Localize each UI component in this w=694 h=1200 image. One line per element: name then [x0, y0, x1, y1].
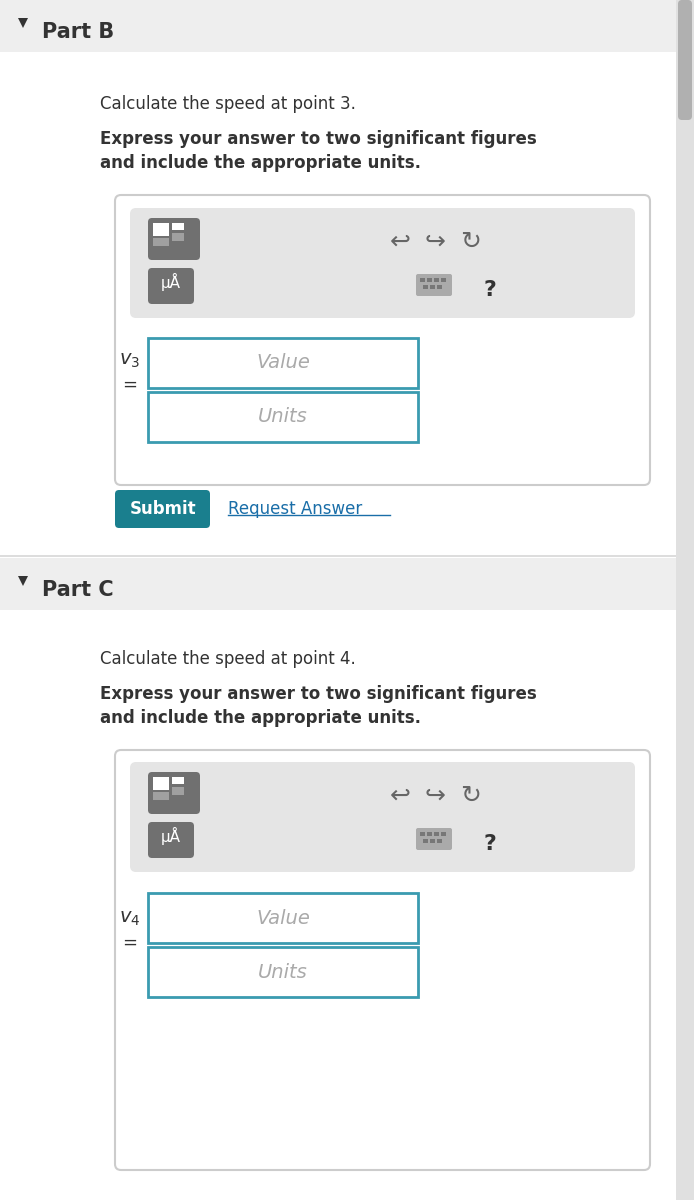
- FancyBboxPatch shape: [676, 0, 694, 1200]
- FancyBboxPatch shape: [148, 772, 200, 814]
- FancyBboxPatch shape: [0, 52, 676, 562]
- Text: ↩: ↩: [390, 784, 411, 808]
- FancyBboxPatch shape: [420, 832, 425, 836]
- Text: Part C: Part C: [42, 580, 114, 600]
- Text: ?: ?: [484, 280, 496, 300]
- FancyBboxPatch shape: [0, 0, 676, 52]
- FancyBboxPatch shape: [172, 223, 184, 230]
- FancyBboxPatch shape: [420, 278, 425, 282]
- FancyBboxPatch shape: [416, 274, 452, 296]
- FancyBboxPatch shape: [427, 278, 432, 282]
- Text: ↪: ↪: [425, 230, 446, 254]
- Text: ↻: ↻: [460, 230, 481, 254]
- Text: Submit: Submit: [130, 500, 196, 518]
- Text: Value: Value: [256, 354, 310, 372]
- FancyBboxPatch shape: [430, 284, 435, 289]
- Text: $v_4$: $v_4$: [119, 908, 141, 928]
- Text: Part B: Part B: [42, 22, 115, 42]
- Text: Express your answer to two significant figures
and include the appropriate units: Express your answer to two significant f…: [100, 685, 536, 726]
- FancyBboxPatch shape: [148, 218, 200, 260]
- FancyBboxPatch shape: [0, 610, 676, 1200]
- FancyBboxPatch shape: [115, 490, 210, 528]
- FancyBboxPatch shape: [437, 284, 442, 289]
- FancyBboxPatch shape: [153, 238, 169, 246]
- Text: ?: ?: [484, 834, 496, 854]
- FancyBboxPatch shape: [130, 208, 635, 318]
- FancyBboxPatch shape: [115, 750, 650, 1170]
- FancyBboxPatch shape: [130, 762, 635, 872]
- FancyBboxPatch shape: [148, 947, 418, 997]
- Text: ↻: ↻: [460, 784, 481, 808]
- FancyBboxPatch shape: [148, 822, 194, 858]
- FancyBboxPatch shape: [423, 839, 428, 842]
- FancyBboxPatch shape: [148, 392, 418, 442]
- Text: Value: Value: [256, 908, 310, 928]
- Text: μÅ: μÅ: [161, 272, 181, 292]
- Text: μÅ: μÅ: [161, 827, 181, 845]
- FancyBboxPatch shape: [153, 792, 169, 800]
- FancyBboxPatch shape: [148, 338, 418, 388]
- FancyBboxPatch shape: [0, 554, 676, 557]
- Polygon shape: [18, 18, 28, 28]
- Text: Calculate the speed at point 3.: Calculate the speed at point 3.: [100, 95, 356, 113]
- FancyBboxPatch shape: [441, 278, 446, 282]
- FancyBboxPatch shape: [434, 832, 439, 836]
- Polygon shape: [18, 576, 28, 586]
- FancyBboxPatch shape: [148, 893, 418, 943]
- FancyBboxPatch shape: [423, 284, 428, 289]
- FancyBboxPatch shape: [430, 839, 435, 842]
- FancyBboxPatch shape: [153, 223, 169, 236]
- FancyBboxPatch shape: [434, 278, 439, 282]
- Text: Calculate the speed at point 4.: Calculate the speed at point 4.: [100, 650, 356, 668]
- FancyBboxPatch shape: [427, 832, 432, 836]
- Text: Units: Units: [258, 962, 308, 982]
- FancyBboxPatch shape: [172, 778, 184, 784]
- Text: =: =: [123, 934, 137, 952]
- FancyBboxPatch shape: [416, 828, 452, 850]
- Text: =: =: [123, 376, 137, 394]
- FancyBboxPatch shape: [0, 1150, 676, 1200]
- FancyBboxPatch shape: [153, 778, 169, 790]
- Text: ↩: ↩: [390, 230, 411, 254]
- Text: Units: Units: [258, 408, 308, 426]
- FancyBboxPatch shape: [678, 0, 692, 120]
- FancyBboxPatch shape: [115, 194, 650, 485]
- FancyBboxPatch shape: [441, 832, 446, 836]
- FancyBboxPatch shape: [172, 233, 184, 241]
- FancyBboxPatch shape: [437, 839, 442, 842]
- FancyBboxPatch shape: [0, 558, 676, 610]
- FancyBboxPatch shape: [172, 787, 184, 794]
- FancyBboxPatch shape: [148, 268, 194, 304]
- Text: $v_3$: $v_3$: [119, 350, 141, 370]
- Text: Express your answer to two significant figures
and include the appropriate units: Express your answer to two significant f…: [100, 130, 536, 172]
- Text: ↪: ↪: [425, 784, 446, 808]
- Text: Request Answer: Request Answer: [228, 500, 362, 518]
